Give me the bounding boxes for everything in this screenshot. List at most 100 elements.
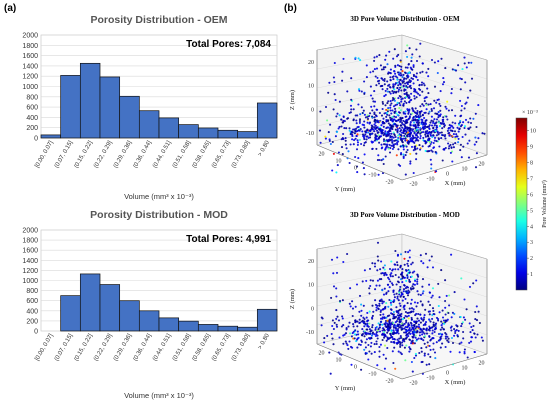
pore-point [395,306,398,309]
pore-point [387,276,390,279]
x-tick-label: (0.58, 0.65] [192,333,213,363]
pore-point [328,81,331,84]
pore-point [407,317,410,320]
pore-point [416,111,419,114]
pore-point [463,126,466,130]
pore-point [378,350,381,353]
pore-point [376,255,379,258]
pore-point [383,274,386,277]
pore-point [383,77,386,81]
pore-point [463,56,466,59]
pore-point [338,299,342,303]
pore-point [387,329,390,332]
pore-point [394,110,397,113]
pore-point [426,266,429,269]
pore-point [396,280,400,283]
pore-point [397,148,400,151]
pore-point [467,127,470,130]
pore-point [410,288,413,291]
pore-point [384,143,387,146]
pore-point [368,328,371,331]
pore-point [404,144,407,147]
pore-point [431,294,434,297]
pore-point [433,136,437,139]
pore-point [338,336,341,339]
pore-point [424,121,427,124]
y-tick-label: 1800 [22,43,38,50]
pore-point [480,336,483,339]
pore-point [378,330,382,333]
pore-point [349,305,352,308]
pore-point [456,126,459,129]
pore-point [460,109,463,112]
pore-point [457,329,460,332]
pore-point [407,264,410,267]
axis-edge [401,233,488,260]
pore-point [346,344,349,347]
pore-point [406,302,409,305]
pore-point [394,64,397,67]
pore-point [397,88,401,91]
pore-point [356,338,359,341]
pore-point [365,328,368,331]
pore-point [410,318,413,321]
pore-point [419,313,422,316]
pore-point [414,334,417,337]
pore-point [396,253,400,256]
pore-point [396,86,399,90]
pore-point [369,345,372,348]
pore-point [448,304,451,307]
pore-point [430,296,433,299]
pore-point [447,337,450,340]
pore-point [417,312,420,316]
pore-point [360,309,363,312]
pore-point [394,119,397,122]
pore-point [329,142,332,146]
pore-point [397,268,400,271]
pore-point [450,316,453,319]
total-pores-annotation: Total Pores: 7,084 [186,39,271,50]
pore-point [381,129,384,132]
bar [197,324,219,332]
pore-point [358,118,362,121]
pore-point [346,252,349,256]
pore-point [394,116,398,119]
pore-point [363,92,366,95]
y-tick-label: -10 [369,372,377,378]
pore-point [370,105,373,108]
pore-point [365,338,368,341]
y-tick-label: 1000 [22,84,38,91]
pore-point [422,127,425,130]
pore-point [448,294,451,297]
pore-point [414,129,417,133]
pore-point [444,279,447,282]
pore-point [439,109,442,112]
pore-point [406,108,409,111]
gridline [316,88,488,118]
pore-point [423,116,426,120]
pore-point [398,318,401,321]
pore-point [361,328,364,331]
pore-point [399,253,403,256]
pore-point [390,126,393,129]
pore-point [431,317,434,320]
pore-point [383,344,387,347]
pore-point [366,311,369,314]
pore-point [363,335,366,338]
y-tick-label: 1600 [22,248,38,255]
pore-point [354,319,357,322]
pore-point [390,144,393,147]
pore-point [415,325,418,329]
pore-point [403,305,406,308]
pore-point [350,98,353,101]
pore-point [361,123,364,126]
pore-point [355,127,358,130]
pore-point [350,335,353,338]
pore-point [419,293,422,297]
pore-point [373,351,376,354]
pore-point [378,54,381,57]
pore-point [411,271,414,274]
pore-point [352,143,355,146]
pore-point [403,134,406,137]
pore-point [370,329,373,332]
